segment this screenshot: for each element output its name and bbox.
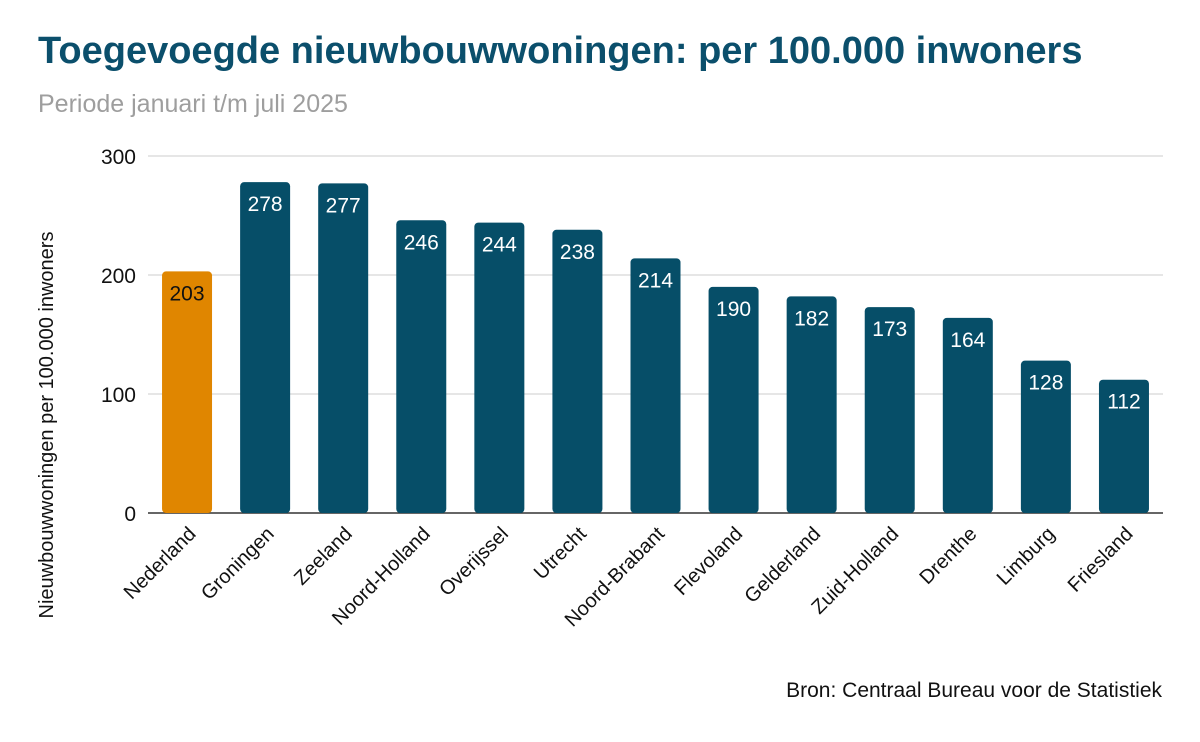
bar-drenthe xyxy=(942,317,993,513)
x-tick-label: Overijssel xyxy=(435,523,513,601)
bar-friesland xyxy=(1098,379,1149,513)
y-tick-label: 0 xyxy=(124,503,136,526)
y-tick-label: 100 xyxy=(101,384,136,407)
x-tick-label: Flevoland xyxy=(670,523,747,600)
x-tick-label: Zeeland xyxy=(290,523,357,590)
data-label: 173 xyxy=(872,318,907,341)
data-label: 238 xyxy=(560,241,595,264)
chart-subtitle: Periode januari t/m juli 2025 xyxy=(38,90,348,118)
x-tick-label: Nederland xyxy=(120,523,201,604)
data-label: 128 xyxy=(1028,372,1063,395)
bar-limburg xyxy=(1020,360,1071,513)
y-axis-label: Nieuwbouwwoningen per 100.000 inwoners xyxy=(36,232,58,619)
x-tick-label: Groningen xyxy=(197,523,279,605)
x-tick-label: Drenthe xyxy=(915,523,981,589)
bar-noord-brabant xyxy=(630,258,681,513)
bar-zuid-holland xyxy=(864,307,915,513)
chart-title: Toegevoegde nieuwbouwwoningen: per 100.0… xyxy=(38,30,1083,72)
data-labels: 203 278 277 246 244 238 214 190 182 173 164 128 112 xyxy=(170,193,1141,414)
data-label: 182 xyxy=(794,307,829,330)
y-tick-label: 200 xyxy=(101,265,136,288)
bar-overijssel xyxy=(474,222,525,513)
source-note: Bron: Centraal Bureau voor de Statistiek xyxy=(786,679,1162,702)
bar-zeeland xyxy=(318,183,369,513)
y-axis-ticks: 0 100 200 300 xyxy=(101,146,136,526)
x-tick-label: Limburg xyxy=(993,523,1060,590)
data-label: 112 xyxy=(1107,391,1140,414)
bar-groningen xyxy=(240,182,291,513)
data-label: 190 xyxy=(716,298,751,321)
data-label: 246 xyxy=(404,231,439,254)
bar-nederland xyxy=(162,271,213,513)
bar-flevoland xyxy=(708,286,759,513)
bars xyxy=(162,182,1149,513)
bar-utrecht xyxy=(552,229,603,513)
data-label: 277 xyxy=(326,194,361,217)
data-label: 278 xyxy=(248,193,283,216)
y-tick-label: 300 xyxy=(101,146,136,169)
data-label: 203 xyxy=(170,282,205,305)
x-tick-label: Friesland xyxy=(1064,523,1138,597)
bar-noord-holland xyxy=(396,220,447,513)
data-label: 164 xyxy=(950,329,985,352)
x-tick-label: Utrecht xyxy=(530,523,591,584)
data-label: 244 xyxy=(482,234,517,257)
data-label: 214 xyxy=(638,269,673,292)
bar-gelderland xyxy=(786,296,837,513)
x-tick-label: Gelderland xyxy=(740,523,825,608)
